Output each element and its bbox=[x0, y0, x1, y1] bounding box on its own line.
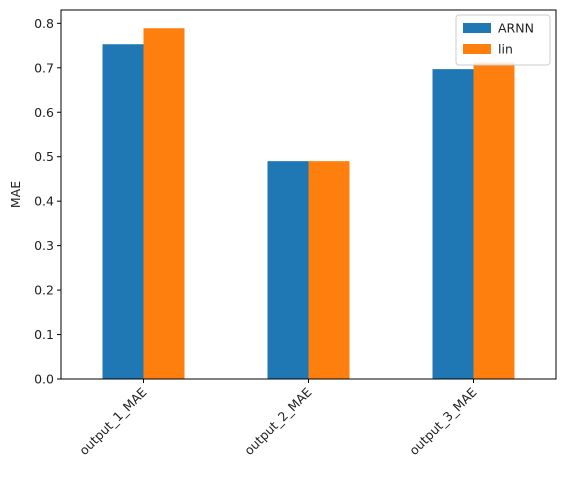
bar-arnn-output_2_MAE bbox=[267, 161, 309, 379]
bar-lin-output_2_MAE bbox=[308, 161, 350, 379]
y-tick-label: 0.7 bbox=[34, 60, 54, 75]
y-axis-title: MAE bbox=[8, 181, 23, 208]
bar-lin-output_1_MAE bbox=[143, 28, 185, 379]
y-tick-label: 0.4 bbox=[34, 194, 54, 209]
plot-frame bbox=[60, 9, 557, 380]
x-tick-label: output_1_MAE bbox=[76, 384, 150, 458]
y-tick-label: 0.5 bbox=[34, 149, 54, 164]
legend-swatch-arnn bbox=[463, 23, 491, 33]
legend: ARNN lin bbox=[455, 14, 551, 66]
bar-lin-output_3_MAE bbox=[473, 62, 515, 380]
bar-arnn-output_3_MAE bbox=[432, 69, 474, 380]
legend-label-lin: lin bbox=[498, 42, 513, 57]
y-tick-label: 0.8 bbox=[34, 16, 54, 31]
legend-swatch-lin bbox=[463, 44, 491, 54]
x-axis: output_1_MAE output_2_MAE output_3_MAE bbox=[76, 379, 480, 458]
y-axis: 0.0 0.1 0.2 0.3 0.4 0.5 0.6 0.7 0.8 bbox=[34, 16, 61, 387]
y-tick-label: 0.6 bbox=[34, 105, 54, 120]
bar-arnn-output_1_MAE bbox=[102, 44, 144, 379]
legend-label-arnn: ARNN bbox=[498, 21, 534, 36]
bars-layer bbox=[102, 28, 515, 380]
x-tick-label: output_3_MAE bbox=[406, 384, 480, 458]
y-tick-label: 0.0 bbox=[34, 372, 54, 387]
x-tick-label: output_2_MAE bbox=[241, 384, 315, 458]
y-tick-label: 0.2 bbox=[34, 283, 54, 298]
y-tick-label: 0.1 bbox=[34, 327, 54, 342]
y-tick-label: 0.3 bbox=[34, 238, 54, 253]
